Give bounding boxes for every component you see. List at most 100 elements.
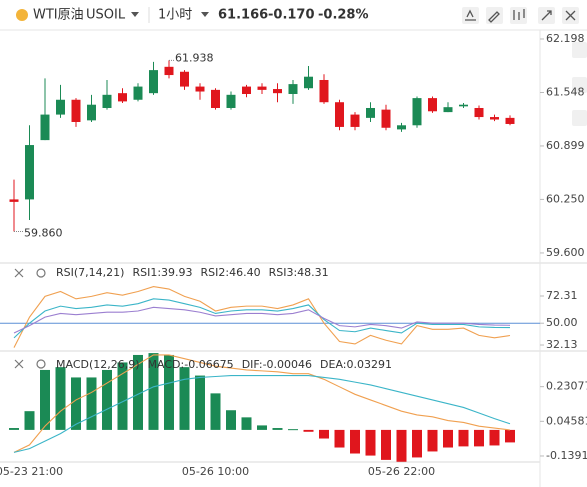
macd-bar: [288, 429, 298, 431]
candle-body: [195, 86, 205, 92]
macd-bar: [55, 367, 66, 430]
candle-body: [397, 125, 406, 130]
macd-bar: [505, 429, 515, 443]
macd-bar: [319, 429, 329, 439]
y-tick-label: 60.250: [546, 192, 585, 205]
indicator-line: [13, 298, 511, 339]
macd-bar: [350, 429, 360, 454]
settings-icon[interactable]: [36, 268, 46, 278]
candle-body: [56, 99, 65, 115]
macd-bar: [396, 429, 407, 462]
high-label: 61.938: [175, 51, 214, 64]
y-tick-label: 61.548: [546, 86, 585, 99]
candle-body: [226, 94, 236, 108]
candle-body: [25, 145, 34, 200]
symbol[interactable]: WTI原油: [33, 8, 84, 23]
tool-button[interactable]: [486, 7, 503, 24]
macd-bar: [489, 429, 500, 446]
y-tick-label: 0.23077: [546, 380, 587, 393]
tool-icon: [541, 10, 552, 21]
macd-bar: [71, 377, 81, 430]
tool-icon: [565, 10, 576, 21]
candle-body: [180, 71, 189, 87]
legend-entry: RSI1:39.93: [132, 266, 192, 279]
candle-body: [474, 107, 484, 118]
tool-icon: [513, 9, 525, 20]
macd-bar: [210, 393, 221, 430]
y-tick-label: 32.13: [546, 338, 578, 351]
y-tick-label: 50.00: [546, 316, 578, 329]
interval[interactable]: 1小时: [158, 8, 192, 23]
dropdown-icon[interactable]: [201, 12, 209, 17]
macd-bar: [86, 377, 97, 430]
dropdown-icon[interactable]: [131, 12, 139, 17]
macd-bar: [164, 354, 174, 430]
y-tick-label: 62.198: [546, 32, 585, 45]
macd-bar: [179, 367, 190, 430]
candle-body: [257, 86, 267, 90]
macd-bar: [334, 429, 345, 448]
macd-bar: [195, 375, 205, 430]
tool-icon: [488, 11, 500, 23]
symbol-icon: [16, 9, 28, 21]
candle-body: [133, 86, 143, 100]
macd-bar: [133, 354, 143, 430]
macd-bar: [427, 429, 438, 452]
candle-body: [505, 117, 515, 124]
macd-bar: [365, 429, 376, 456]
indicator-title: MACD(12,26,9): [56, 358, 140, 371]
candle-body: [118, 93, 127, 102]
tool-icon: [465, 9, 476, 21]
change: -0.170: [268, 8, 315, 23]
candle-body: [40, 114, 50, 141]
candle-body: [443, 107, 453, 113]
symbol-code[interactable]: USOIL: [86, 8, 126, 23]
candle-body: [490, 117, 499, 120]
candle-body: [211, 89, 220, 108]
side-button[interactable]: [572, 110, 587, 126]
x-tick-label: 05-26 22:00: [368, 465, 435, 478]
candle-body: [459, 104, 468, 107]
macd-bar: [381, 429, 391, 460]
y-tick-label: -0.13915: [546, 449, 587, 462]
side-button[interactable]: [572, 77, 587, 93]
macd-bar: [272, 428, 283, 430]
candle-body: [304, 76, 313, 89]
candle-body: [242, 86, 251, 94]
legend-entry: DEA:0.03291: [320, 358, 392, 371]
candle-body: [71, 99, 81, 122]
tool-button[interactable]: [462, 7, 479, 24]
macd-line: [13, 354, 511, 453]
side-button[interactable]: [572, 42, 587, 58]
macd-bar: [474, 429, 484, 447]
candle-body: [164, 66, 174, 76]
close-icon[interactable]: [14, 359, 24, 369]
macd-bar: [458, 429, 469, 447]
panel-controls: [14, 268, 46, 369]
candle-body: [319, 79, 329, 103]
indicator-line: [13, 286, 511, 348]
macd-bar: [412, 429, 422, 458]
macd-bar: [9, 428, 19, 430]
macd-bar: [117, 362, 128, 430]
candle-body: [102, 94, 112, 108]
y-tick-label: 59.600: [546, 246, 585, 259]
indicator-title: RSI(7,14,21): [56, 266, 124, 279]
price: 61.166: [218, 8, 268, 23]
macd-bar: [148, 353, 159, 430]
legend-entry: RSI2:46.40: [201, 266, 261, 279]
toolbar: [462, 7, 587, 126]
x-tick-label: 05-26 10:00: [182, 465, 249, 478]
settings-icon[interactable]: [36, 359, 46, 369]
candle-body: [335, 102, 344, 127]
legend-entry: DIF:-0.00046: [242, 358, 312, 371]
low-label: 59.860: [24, 227, 63, 240]
candle-body: [350, 114, 360, 127]
close-icon[interactable]: [14, 268, 24, 278]
macd-bar: [40, 369, 50, 430]
candle-body: [428, 98, 437, 112]
macd-bar: [24, 411, 35, 430]
y-tick-label: 72.31: [546, 289, 578, 302]
indicator-line: [13, 306, 511, 334]
